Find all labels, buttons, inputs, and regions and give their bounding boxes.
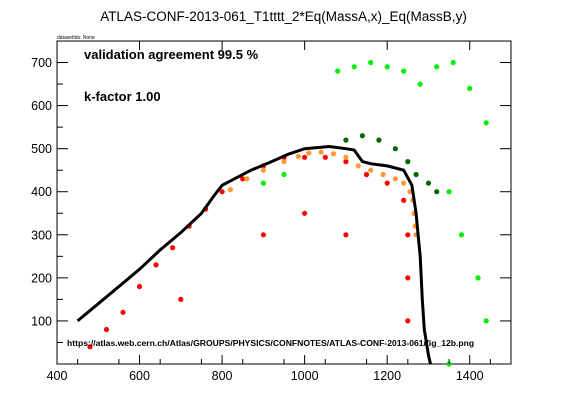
y-tick-label: 300 [31,228,52,242]
excluded-agree-point [170,245,176,251]
excluded-agree-point [103,326,110,333]
allowed-disagree-point [405,159,411,165]
exclusion-contour [76,144,432,365]
excluded-disagree-point [392,176,398,182]
allowed-agree-point [417,81,423,87]
excluded-agree-point [363,171,370,178]
chart-title: ATLAS-CONF-2013-061_T1tttt_2*Eq(MassA,x)… [100,9,467,24]
excluded-agree-point [302,210,308,216]
x-tick-label: 1000 [291,369,319,383]
excluded-disagree-point [260,167,266,173]
excluded-agree-point [120,309,126,315]
allowed-agree-point [351,64,357,70]
excluded-agree-point [219,189,225,195]
x-axis: 400 600 800 1000 1200 1400 [47,41,491,383]
excluded-disagree-point [401,180,407,186]
allowed-agree-point [401,68,407,74]
x-tick-label: 1400 [456,369,484,383]
excluded-agree-point [302,154,308,160]
allowed-agree-point [384,64,390,70]
annotation-agreement: validation agreement 99.5 % [84,47,259,62]
y-tick-label: 100 [31,314,52,328]
allowed-disagree-point [413,171,419,178]
allowed-agree-point [467,85,473,91]
excluded-agree-point [343,159,349,165]
excluded-disagree-point [281,159,287,165]
excluded-disagree-point [244,176,250,182]
allowed-agree-point [260,180,266,186]
excluded-disagree-point [318,149,324,155]
allowed-agree-point [450,59,456,66]
allowed-disagree-point [376,137,382,143]
excluded-agree-point [405,232,411,238]
y-tick-label: 700 [31,56,52,70]
excluded-disagree-point [227,187,233,193]
excluded-agree-point [260,232,266,238]
y-tick-label: 600 [31,99,52,113]
excluded-disagree-point [355,163,361,169]
allowed-disagree-point [434,189,440,195]
y-tick-label: 200 [31,271,52,285]
excluded-agree-point [322,154,328,160]
excluded-agree-point [405,318,411,324]
excluded-disagree-point [330,151,337,157]
excluded-agree-point [153,262,159,268]
allowed-agree-point [335,68,341,74]
y-tick-label: 400 [31,185,52,199]
excluded-agree-point [136,283,143,290]
x-tick-label: 800 [212,369,233,383]
annotation-kfactor: k-factor 1.00 [84,89,161,104]
excluded-agree-point [343,232,349,238]
allowed-disagree-point [425,180,432,186]
excluded-agree-point [405,275,411,281]
allowed-agree-point [483,120,489,126]
excluded-agree-point [87,344,93,350]
excluded-agree-point [178,296,184,302]
excluded-disagree-point [380,171,386,178]
excluded-disagree-point [343,154,349,160]
allowed-agree-point [446,189,452,195]
excluded-disagree-point [306,150,312,156]
excluded-agree-point [384,180,390,186]
excluded-agree-point [240,176,246,182]
y-tick-label: 500 [31,142,52,156]
allowed-disagree-point [343,137,349,143]
allowed-agree-point [368,59,374,66]
points-layer [87,59,489,367]
x-tick-label: 600 [129,369,150,383]
allowed-disagree-point [392,146,398,152]
allowed-agree-point [475,275,481,281]
excluded-agree-point [401,197,407,203]
allowed-agree-point [281,171,287,178]
allowed-agree-point [458,232,465,238]
allowed-agree-point [434,64,440,70]
x-tick-label: 400 [47,369,68,383]
allowed-disagree-point [359,133,365,139]
source-url: https://atlas.web.cern.ch/Atlas/GROUPS/P… [67,338,474,348]
x-tick-label: 1200 [373,369,401,383]
excluded-disagree-point [295,153,301,159]
allowed-agree-point [483,318,489,324]
excluded-disagree-point [368,167,374,173]
y-axis: 100 200 300 400 500 600 700 [31,56,511,343]
dataset-label: datasetIds: None [57,35,95,41]
